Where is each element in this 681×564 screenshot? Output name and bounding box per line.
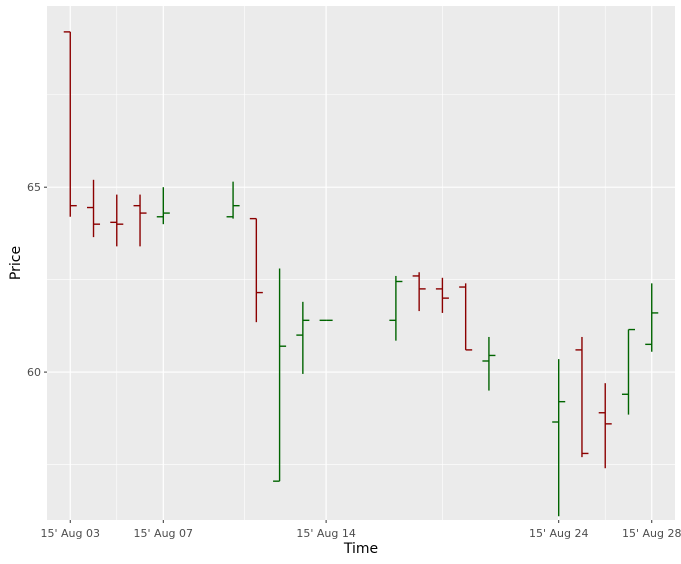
ohlc-bar-up (226, 181, 240, 219)
minor-gridlines (47, 6, 675, 520)
ohlc-bar-down (249, 217, 263, 323)
ohlc-bar-down (110, 194, 124, 247)
ohlc-bar-down (459, 283, 473, 351)
x-axis: 15' Aug 03 15' Aug 07 15' Aug 14 15' Aug 24… (41, 520, 681, 540)
ohlc-bar-up (273, 268, 287, 482)
ohlc-bar-up (389, 275, 403, 341)
x-tick-label: 15' Aug 07 (134, 527, 194, 540)
ohlc-bar-down (598, 383, 612, 469)
ohlc-bar-down (63, 31, 77, 217)
ohlc-bar-up (621, 328, 635, 415)
y-axis-title: Price (8, 246, 24, 280)
ohlc-bar-down (435, 277, 449, 313)
ohlc-bar-up (482, 336, 496, 391)
y-tick-label: 60 (27, 366, 41, 379)
ohlc-bar-down (575, 336, 589, 458)
ohlc-bar-up (645, 283, 659, 352)
y-axis: 60 65 (27, 181, 47, 379)
ohlc-bar-up (552, 359, 566, 517)
x-tick-label: 15' Aug 28 (622, 527, 681, 540)
ohlc-bars (63, 31, 659, 517)
y-tick-label: 65 (27, 181, 41, 194)
ohlc-bar-up (296, 301, 310, 374)
x-tick-label: 15' Aug 03 (41, 527, 101, 540)
ohlc-bar-down (87, 179, 101, 238)
x-tick-label: 15' Aug 24 (529, 527, 589, 540)
plot-panel (47, 6, 675, 520)
ohlc-bar-down (133, 194, 147, 247)
x-tick-label: 15' Aug 14 (296, 527, 356, 540)
ohlc-bar-up (156, 187, 170, 225)
ohlc-bar-down (412, 272, 426, 312)
x-axis-title: Time (343, 541, 378, 557)
